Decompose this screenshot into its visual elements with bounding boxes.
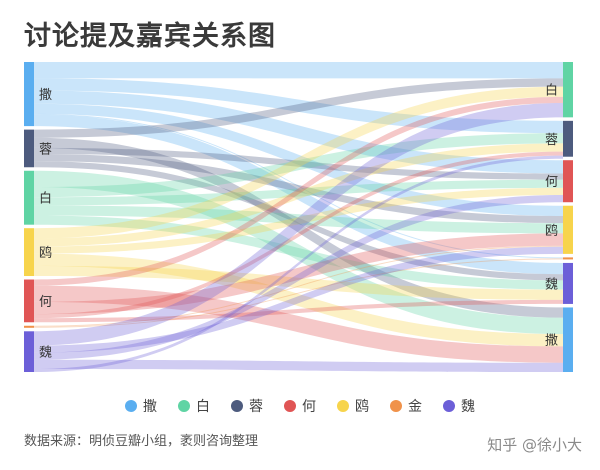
sankey-link-0[interactable] xyxy=(34,62,563,79)
source-node-6[interactable] xyxy=(24,331,34,372)
legend-swatch xyxy=(443,400,455,412)
legend-item[interactable]: 白 xyxy=(178,396,210,416)
legend-swatch xyxy=(178,400,190,412)
target-node-label: 何 xyxy=(545,174,558,190)
target-node-label: 魏 xyxy=(545,277,558,292)
legend-item[interactable]: 何 xyxy=(284,396,316,416)
legend-swatch xyxy=(284,400,296,412)
sankey-link-4[interactable] xyxy=(34,113,563,259)
target-node-label: 鸥 xyxy=(545,223,558,239)
sankey-link-31[interactable] xyxy=(34,359,563,372)
legend-swatch xyxy=(337,400,349,412)
legend-item[interactable]: 魏 xyxy=(443,396,475,416)
target-node-0[interactable] xyxy=(563,62,573,118)
source-node-2[interactable] xyxy=(24,170,34,225)
source-node-label: 撒 xyxy=(39,87,52,103)
source-node-label: 魏 xyxy=(39,346,52,361)
sankey-link-25[interactable] xyxy=(34,299,563,323)
legend-label: 金 xyxy=(408,399,422,415)
sankey-link-5[interactable] xyxy=(34,114,563,275)
legend-label: 鸥 xyxy=(355,399,369,415)
watermark: 知乎 @徐小大 xyxy=(487,436,582,454)
sankey-link-17[interactable] xyxy=(34,143,563,247)
sankey-link-22[interactable] xyxy=(34,285,563,363)
sankey-link-6[interactable] xyxy=(34,78,563,138)
source-node-label: 蓉 xyxy=(39,142,52,157)
legend-swatch xyxy=(231,400,243,412)
sankey-link-10[interactable] xyxy=(34,161,563,281)
target-node-4[interactable] xyxy=(563,257,573,260)
target-node-label: 蓉 xyxy=(545,133,558,148)
sankey-link-3[interactable] xyxy=(34,103,563,216)
sankey-link-9[interactable] xyxy=(34,154,563,224)
sankey-link-2[interactable] xyxy=(34,90,563,174)
sankey-link-20[interactable] xyxy=(34,265,563,300)
target-node-2[interactable] xyxy=(563,160,573,203)
legend-label: 撒 xyxy=(143,399,157,415)
legend-swatch xyxy=(390,400,402,412)
source-node-1[interactable] xyxy=(24,129,34,168)
chart-title: 讨论提及嘉宾关系图 xyxy=(24,21,276,52)
legend: 撒白蓉何鸥金魏 xyxy=(0,396,600,416)
sankey-link-16[interactable] xyxy=(34,86,563,239)
sankey-link-19[interactable] xyxy=(34,253,563,347)
source-node-3[interactable] xyxy=(24,228,34,277)
source-node-label: 白 xyxy=(39,191,52,207)
sankey-links xyxy=(34,62,563,372)
sankey-link-1[interactable] xyxy=(34,78,563,134)
sankey-link-24[interactable] xyxy=(34,151,563,319)
sankey-link-26[interactable] xyxy=(34,245,563,327)
sankey-link-11[interactable] xyxy=(34,170,563,335)
legend-label: 何 xyxy=(302,399,316,415)
source-node-label: 鸥 xyxy=(39,245,52,261)
sankey-link-8[interactable] xyxy=(34,147,563,180)
legend-swatch xyxy=(125,400,137,412)
legend-item[interactable]: 鸥 xyxy=(337,396,369,416)
sankey-link-23[interactable] xyxy=(34,233,563,315)
sankey-link-27[interactable] xyxy=(34,258,563,328)
legend-label: 魏 xyxy=(461,399,475,415)
sankey-link-12[interactable] xyxy=(34,133,563,198)
legend-item[interactable]: 金 xyxy=(390,396,422,416)
legend-item[interactable]: 撒 xyxy=(125,396,157,416)
source-node-label: 何 xyxy=(39,294,52,310)
source-note: 数据来源：明侦豆瓣小组，袤则咨询整理 xyxy=(24,434,259,449)
target-node-label: 撒 xyxy=(545,333,558,349)
source-node-4[interactable] xyxy=(24,279,34,323)
legend-item[interactable]: 蓉 xyxy=(231,396,263,416)
source-node-5[interactable] xyxy=(24,325,34,328)
sankey-link-14[interactable] xyxy=(34,205,563,234)
target-node-3[interactable] xyxy=(563,205,573,254)
sankey-link-32[interactable] xyxy=(34,155,563,372)
sankey-nodes xyxy=(24,62,573,372)
sankey-link-28[interactable] xyxy=(34,102,563,346)
sankey-link-13[interactable] xyxy=(34,179,563,206)
sankey-link-29[interactable] xyxy=(34,246,563,353)
target-node-6[interactable] xyxy=(563,307,573,372)
sankey-link-30[interactable] xyxy=(34,195,563,360)
sankey-link-21[interactable] xyxy=(34,96,563,286)
sankey-link-18[interactable] xyxy=(34,187,563,254)
legend-label: 蓉 xyxy=(249,399,263,415)
legend-label: 白 xyxy=(196,399,210,415)
source-node-0[interactable] xyxy=(24,62,34,127)
target-node-5[interactable] xyxy=(563,262,573,304)
sankey-link-7[interactable] xyxy=(34,137,563,318)
sankey-link-15[interactable] xyxy=(34,215,563,290)
target-node-label: 白 xyxy=(545,83,558,99)
target-node-1[interactable] xyxy=(563,120,573,157)
